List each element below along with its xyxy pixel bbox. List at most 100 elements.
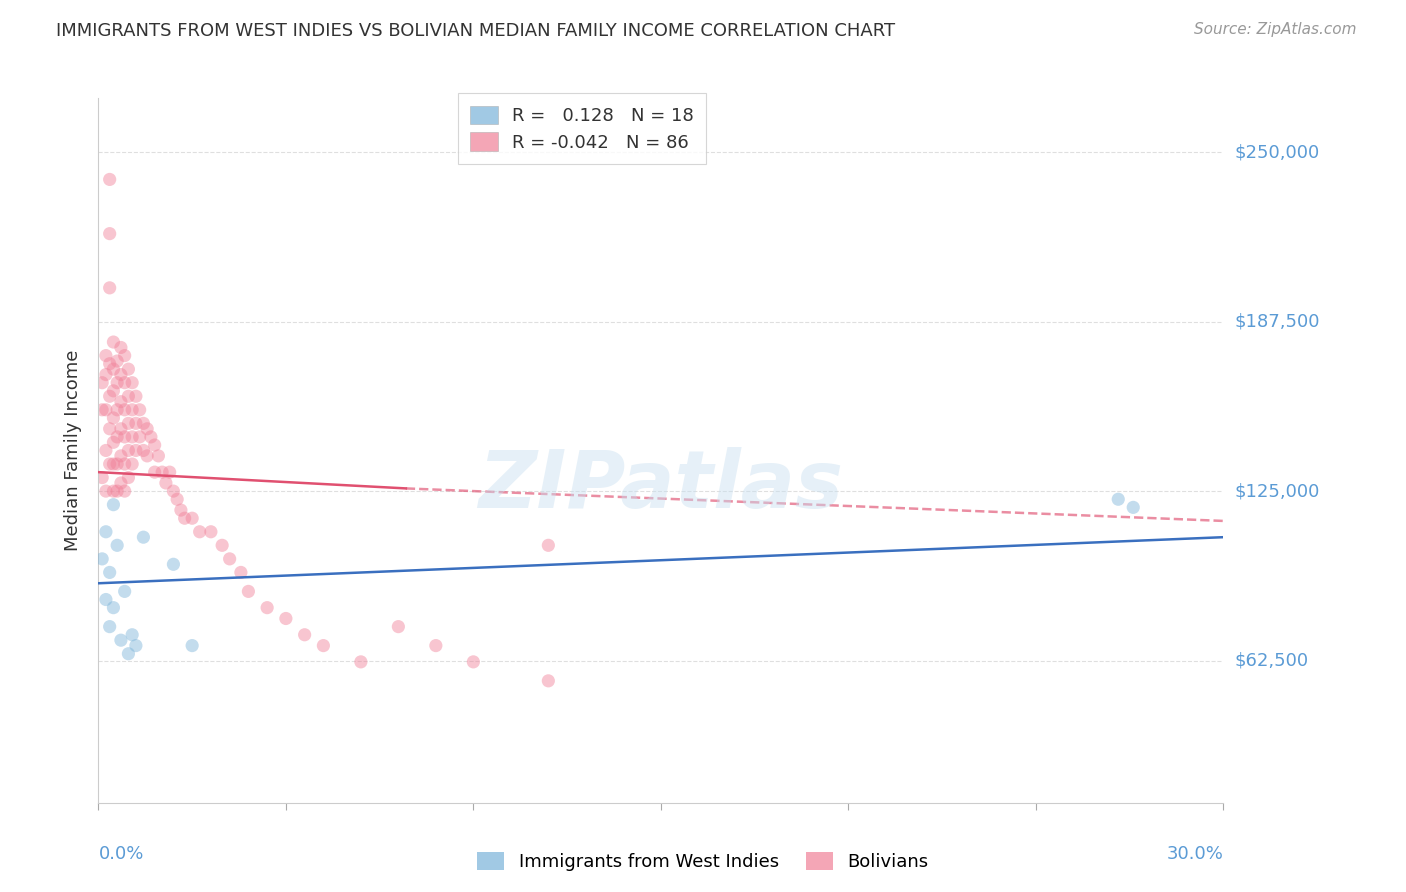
Point <box>105 538 128 552</box>
Point <box>155 475 177 490</box>
Point <box>121 402 143 417</box>
Point <box>98 357 121 371</box>
Point <box>103 484 125 499</box>
Point <box>537 538 560 552</box>
Text: 30.0%: 30.0% <box>1167 845 1223 863</box>
Point <box>110 422 132 436</box>
Point <box>98 457 121 471</box>
Point <box>105 430 128 444</box>
Point <box>117 647 139 661</box>
Point <box>117 417 139 431</box>
Point <box>114 457 136 471</box>
Text: 0.0%: 0.0% <box>98 845 143 863</box>
Text: Source: ZipAtlas.com: Source: ZipAtlas.com <box>1194 22 1357 37</box>
Point <box>94 443 117 458</box>
Point <box>132 530 155 544</box>
Point <box>425 639 447 653</box>
Point <box>103 457 125 471</box>
Point <box>170 503 193 517</box>
Point <box>114 349 136 363</box>
Text: $125,000: $125,000 <box>1234 482 1320 500</box>
Point <box>103 411 125 425</box>
Point <box>200 524 222 539</box>
Y-axis label: Median Family Income: Median Family Income <box>65 350 83 551</box>
Point <box>98 422 121 436</box>
Point <box>117 389 139 403</box>
Point <box>537 673 560 688</box>
Point <box>312 639 335 653</box>
Text: $62,500: $62,500 <box>1234 651 1309 670</box>
Point <box>117 470 139 484</box>
Point <box>162 558 184 572</box>
Point <box>387 619 409 633</box>
Point <box>159 465 181 479</box>
Point <box>136 449 159 463</box>
Point <box>294 628 316 642</box>
Legend: R =   0.128   N = 18, R = -0.042   N = 86: R = 0.128 N = 18, R = -0.042 N = 86 <box>458 93 706 164</box>
Point <box>98 227 121 241</box>
Point <box>110 475 132 490</box>
Text: IMMIGRANTS FROM WEST INDIES VS BOLIVIAN MEDIAN FAMILY INCOME CORRELATION CHART: IMMIGRANTS FROM WEST INDIES VS BOLIVIAN … <box>56 22 896 40</box>
Point <box>132 417 155 431</box>
Point <box>114 584 136 599</box>
Point <box>256 600 278 615</box>
Point <box>114 430 136 444</box>
Point <box>162 484 184 499</box>
Point <box>91 552 114 566</box>
Point <box>181 639 204 653</box>
Point <box>218 552 240 566</box>
Point <box>117 443 139 458</box>
Point <box>94 402 117 417</box>
Point <box>211 538 233 552</box>
Point <box>238 584 260 599</box>
Point <box>117 362 139 376</box>
Legend: Immigrants from West Indies, Bolivians: Immigrants from West Indies, Bolivians <box>470 845 936 879</box>
Point <box>229 566 252 580</box>
Point <box>103 435 125 450</box>
Point <box>350 655 373 669</box>
Point <box>1107 492 1129 507</box>
Point <box>136 422 159 436</box>
Point <box>105 402 128 417</box>
Point <box>98 172 121 186</box>
Point <box>94 484 117 499</box>
Point <box>114 402 136 417</box>
Point <box>103 498 125 512</box>
Point <box>98 566 121 580</box>
Point <box>105 457 128 471</box>
Point <box>94 524 117 539</box>
Point <box>188 524 211 539</box>
Point <box>110 633 132 648</box>
Point <box>125 639 148 653</box>
Point <box>94 592 117 607</box>
Point <box>181 511 204 525</box>
Point <box>1122 500 1144 515</box>
Text: $187,500: $187,500 <box>1234 313 1320 331</box>
Point <box>132 443 155 458</box>
Point <box>98 389 121 403</box>
Point <box>94 368 117 382</box>
Point <box>91 470 114 484</box>
Point <box>105 376 128 390</box>
Point <box>103 384 125 398</box>
Point <box>114 376 136 390</box>
Point <box>110 341 132 355</box>
Point <box>128 402 150 417</box>
Point <box>128 430 150 444</box>
Point <box>98 619 121 633</box>
Point <box>150 465 173 479</box>
Point <box>125 389 148 403</box>
Point <box>173 511 195 525</box>
Point <box>110 394 132 409</box>
Point <box>121 457 143 471</box>
Point <box>143 465 166 479</box>
Point <box>94 349 117 363</box>
Point <box>166 492 188 507</box>
Point <box>98 281 121 295</box>
Point <box>148 449 170 463</box>
Point <box>125 443 148 458</box>
Point <box>121 430 143 444</box>
Point <box>114 484 136 499</box>
Point <box>103 362 125 376</box>
Point <box>125 417 148 431</box>
